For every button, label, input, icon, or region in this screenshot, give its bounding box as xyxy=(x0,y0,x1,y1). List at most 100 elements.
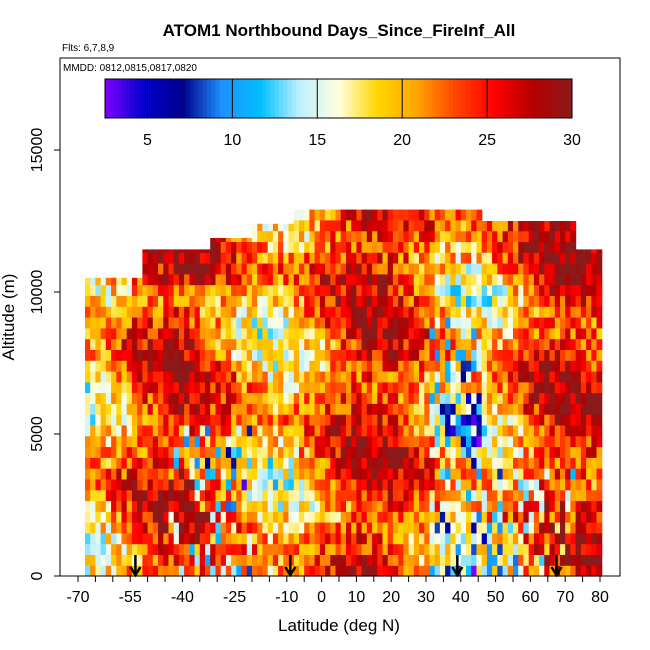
heatmap-cell xyxy=(533,349,540,361)
heatmap-cell xyxy=(356,468,363,480)
heatmap-cell xyxy=(455,392,462,404)
heatmap-cell xyxy=(173,511,180,523)
heatmap-cell xyxy=(387,317,394,329)
heatmap-cell xyxy=(523,489,530,502)
heatmap-cell xyxy=(528,241,535,253)
heatmap-cell xyxy=(575,435,582,448)
heatmap-cell xyxy=(210,317,216,329)
heatmap-cell xyxy=(471,209,477,221)
heatmap-cell xyxy=(288,543,295,555)
heatmap-cell xyxy=(95,500,102,512)
heatmap-cell xyxy=(366,219,373,232)
heatmap-cell xyxy=(424,532,431,545)
heatmap-cell xyxy=(85,284,91,296)
heatmap-cell xyxy=(351,381,357,394)
heatmap-cell xyxy=(351,403,357,415)
heatmap-cell xyxy=(392,317,399,329)
heatmap-cell xyxy=(241,565,248,577)
heatmap-cell xyxy=(309,252,316,264)
heatmap-cell xyxy=(314,532,321,545)
heatmap-cell xyxy=(580,392,587,404)
heatmap-cell xyxy=(95,306,102,318)
heatmap-cell xyxy=(481,500,488,512)
heatmap-cell xyxy=(518,273,524,286)
heatmap-cell xyxy=(330,489,337,502)
heatmap-cell xyxy=(539,273,545,286)
heatmap-cell xyxy=(513,543,519,555)
heatmap-cell xyxy=(351,414,357,426)
heatmap-cell xyxy=(116,522,123,534)
heatmap-cell xyxy=(580,371,587,383)
heatmap-cell xyxy=(513,381,519,394)
heatmap-cell xyxy=(163,414,170,426)
heatmap-cell xyxy=(580,252,587,264)
heatmap-cell xyxy=(476,435,483,448)
heatmap-cell xyxy=(100,424,107,437)
heatmap-cell xyxy=(382,295,389,307)
heatmap-cell xyxy=(231,238,237,242)
heatmap-cell xyxy=(575,284,582,296)
heatmap-cell xyxy=(283,500,290,512)
heatmap-cell xyxy=(335,457,342,469)
heatmap-cell xyxy=(330,403,337,415)
heatmap-cell xyxy=(476,230,483,243)
heatmap-cell xyxy=(497,284,504,296)
heatmap-cell xyxy=(382,424,389,437)
heatmap-cell xyxy=(288,468,295,480)
colorbar-swatch xyxy=(346,79,352,118)
heatmap-cell xyxy=(455,403,462,415)
heatmap-cell xyxy=(205,263,211,275)
heatmap-cell xyxy=(591,349,598,361)
heatmap-cell xyxy=(121,532,128,545)
heatmap-cell xyxy=(252,263,258,275)
heatmap-cell xyxy=(283,392,290,404)
heatmap-cell xyxy=(413,424,420,437)
heatmap-cell xyxy=(481,478,488,491)
heatmap-cell xyxy=(372,565,378,577)
heatmap-cell xyxy=(189,424,196,437)
heatmap-cell xyxy=(528,500,535,512)
heatmap-cell xyxy=(340,219,347,232)
heatmap-cell xyxy=(215,532,222,545)
heatmap-cell xyxy=(241,381,248,394)
heatmap-cell xyxy=(314,209,321,221)
heatmap-cell xyxy=(580,554,587,566)
heatmap-cell xyxy=(194,511,201,523)
heatmap-cell xyxy=(137,349,143,361)
heatmap-cell xyxy=(142,403,149,415)
heatmap-cell xyxy=(528,360,535,372)
heatmap-cell xyxy=(163,511,170,523)
heatmap-cell xyxy=(413,468,420,480)
heatmap-cell xyxy=(554,273,561,286)
heatmap-cell xyxy=(565,554,571,566)
heatmap-cell xyxy=(570,371,577,383)
heatmap-cell xyxy=(513,457,519,469)
heatmap-cell xyxy=(575,249,582,253)
heatmap-cell xyxy=(413,252,420,264)
heatmap-cell xyxy=(340,446,347,458)
heatmap-cell xyxy=(178,532,185,545)
heatmap-cell xyxy=(252,489,258,502)
heatmap-cell xyxy=(471,392,477,404)
heatmap-cell xyxy=(434,338,441,350)
colorbar-swatch xyxy=(266,79,271,118)
heatmap-cell xyxy=(131,511,138,523)
heatmap-cell xyxy=(330,543,337,555)
heatmap-cell xyxy=(299,511,305,523)
heatmap-cell xyxy=(549,273,556,286)
heatmap-cell xyxy=(372,252,378,264)
heatmap-cell xyxy=(257,317,263,329)
heatmap-cell xyxy=(528,306,535,318)
heatmap-cell xyxy=(413,209,420,221)
heatmap-cell xyxy=(445,435,451,448)
heatmap-cell xyxy=(570,317,577,329)
heatmap-cell xyxy=(225,263,232,275)
heatmap-cell xyxy=(361,306,368,318)
heatmap-cell xyxy=(486,532,493,545)
heatmap-cell xyxy=(158,263,164,275)
heatmap-cell xyxy=(518,327,524,340)
heatmap-cell xyxy=(570,565,577,577)
heatmap-cell xyxy=(184,392,190,404)
heatmap-cell xyxy=(528,446,535,458)
heatmap-cell xyxy=(225,468,232,480)
